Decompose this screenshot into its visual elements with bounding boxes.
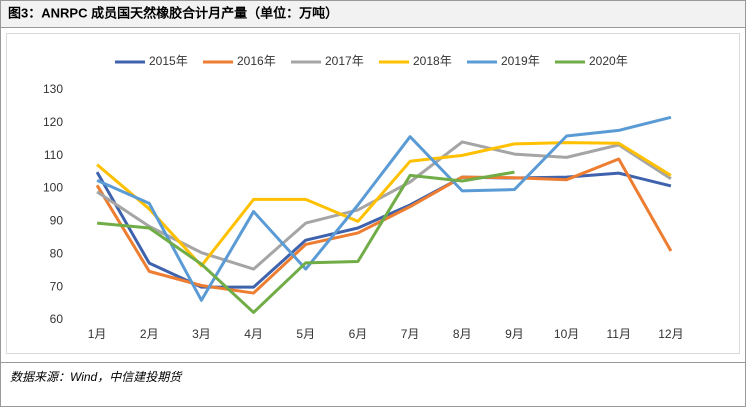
y-tick-label: 100 — [43, 181, 63, 195]
y-tick-label: 110 — [44, 148, 63, 162]
x-tick-label: 8月 — [453, 327, 472, 341]
x-tick-label: 5月 — [296, 327, 315, 341]
x-tick-label: 7月 — [401, 327, 420, 341]
x-tick-label: 2月 — [140, 327, 159, 341]
plot-frame — [6, 33, 740, 354]
legend-label: 2020年 — [589, 54, 628, 68]
legend-label: 2017年 — [325, 54, 364, 68]
x-tick-label: 9月 — [505, 327, 524, 341]
legend-label: 2018年 — [413, 54, 452, 68]
source: 数据来源：Wind，中信建投期货 — [10, 370, 183, 384]
y-tick-label: 60 — [50, 312, 64, 326]
x-tick-label: 10月 — [554, 327, 579, 341]
x-tick-label: 11月 — [607, 327, 631, 341]
x-tick-label: 12月 — [658, 327, 683, 341]
legend-label: 2019年 — [501, 54, 540, 68]
legend-label: 2016年 — [237, 54, 276, 68]
y-tick-label: 120 — [43, 115, 63, 129]
x-tick-label: 4月 — [244, 327, 263, 341]
y-tick-label: 80 — [50, 246, 64, 260]
x-tick-label: 6月 — [349, 327, 368, 341]
y-tick-label: 130 — [43, 82, 63, 96]
chart-title: 图3：ANRPC 成员国天然橡胶合计月产量（单位：万吨） — [8, 5, 338, 20]
y-tick-label: 90 — [50, 214, 64, 228]
x-tick-label: 3月 — [192, 327, 211, 341]
series-line — [96, 140, 672, 271]
series-line — [96, 115, 672, 302]
legend-label: 2015年 — [149, 54, 188, 68]
title-bar — [1, 1, 745, 27]
series-line — [96, 170, 515, 314]
y-tick-label: 70 — [50, 279, 64, 293]
x-tick-label: 1月 — [88, 327, 107, 341]
